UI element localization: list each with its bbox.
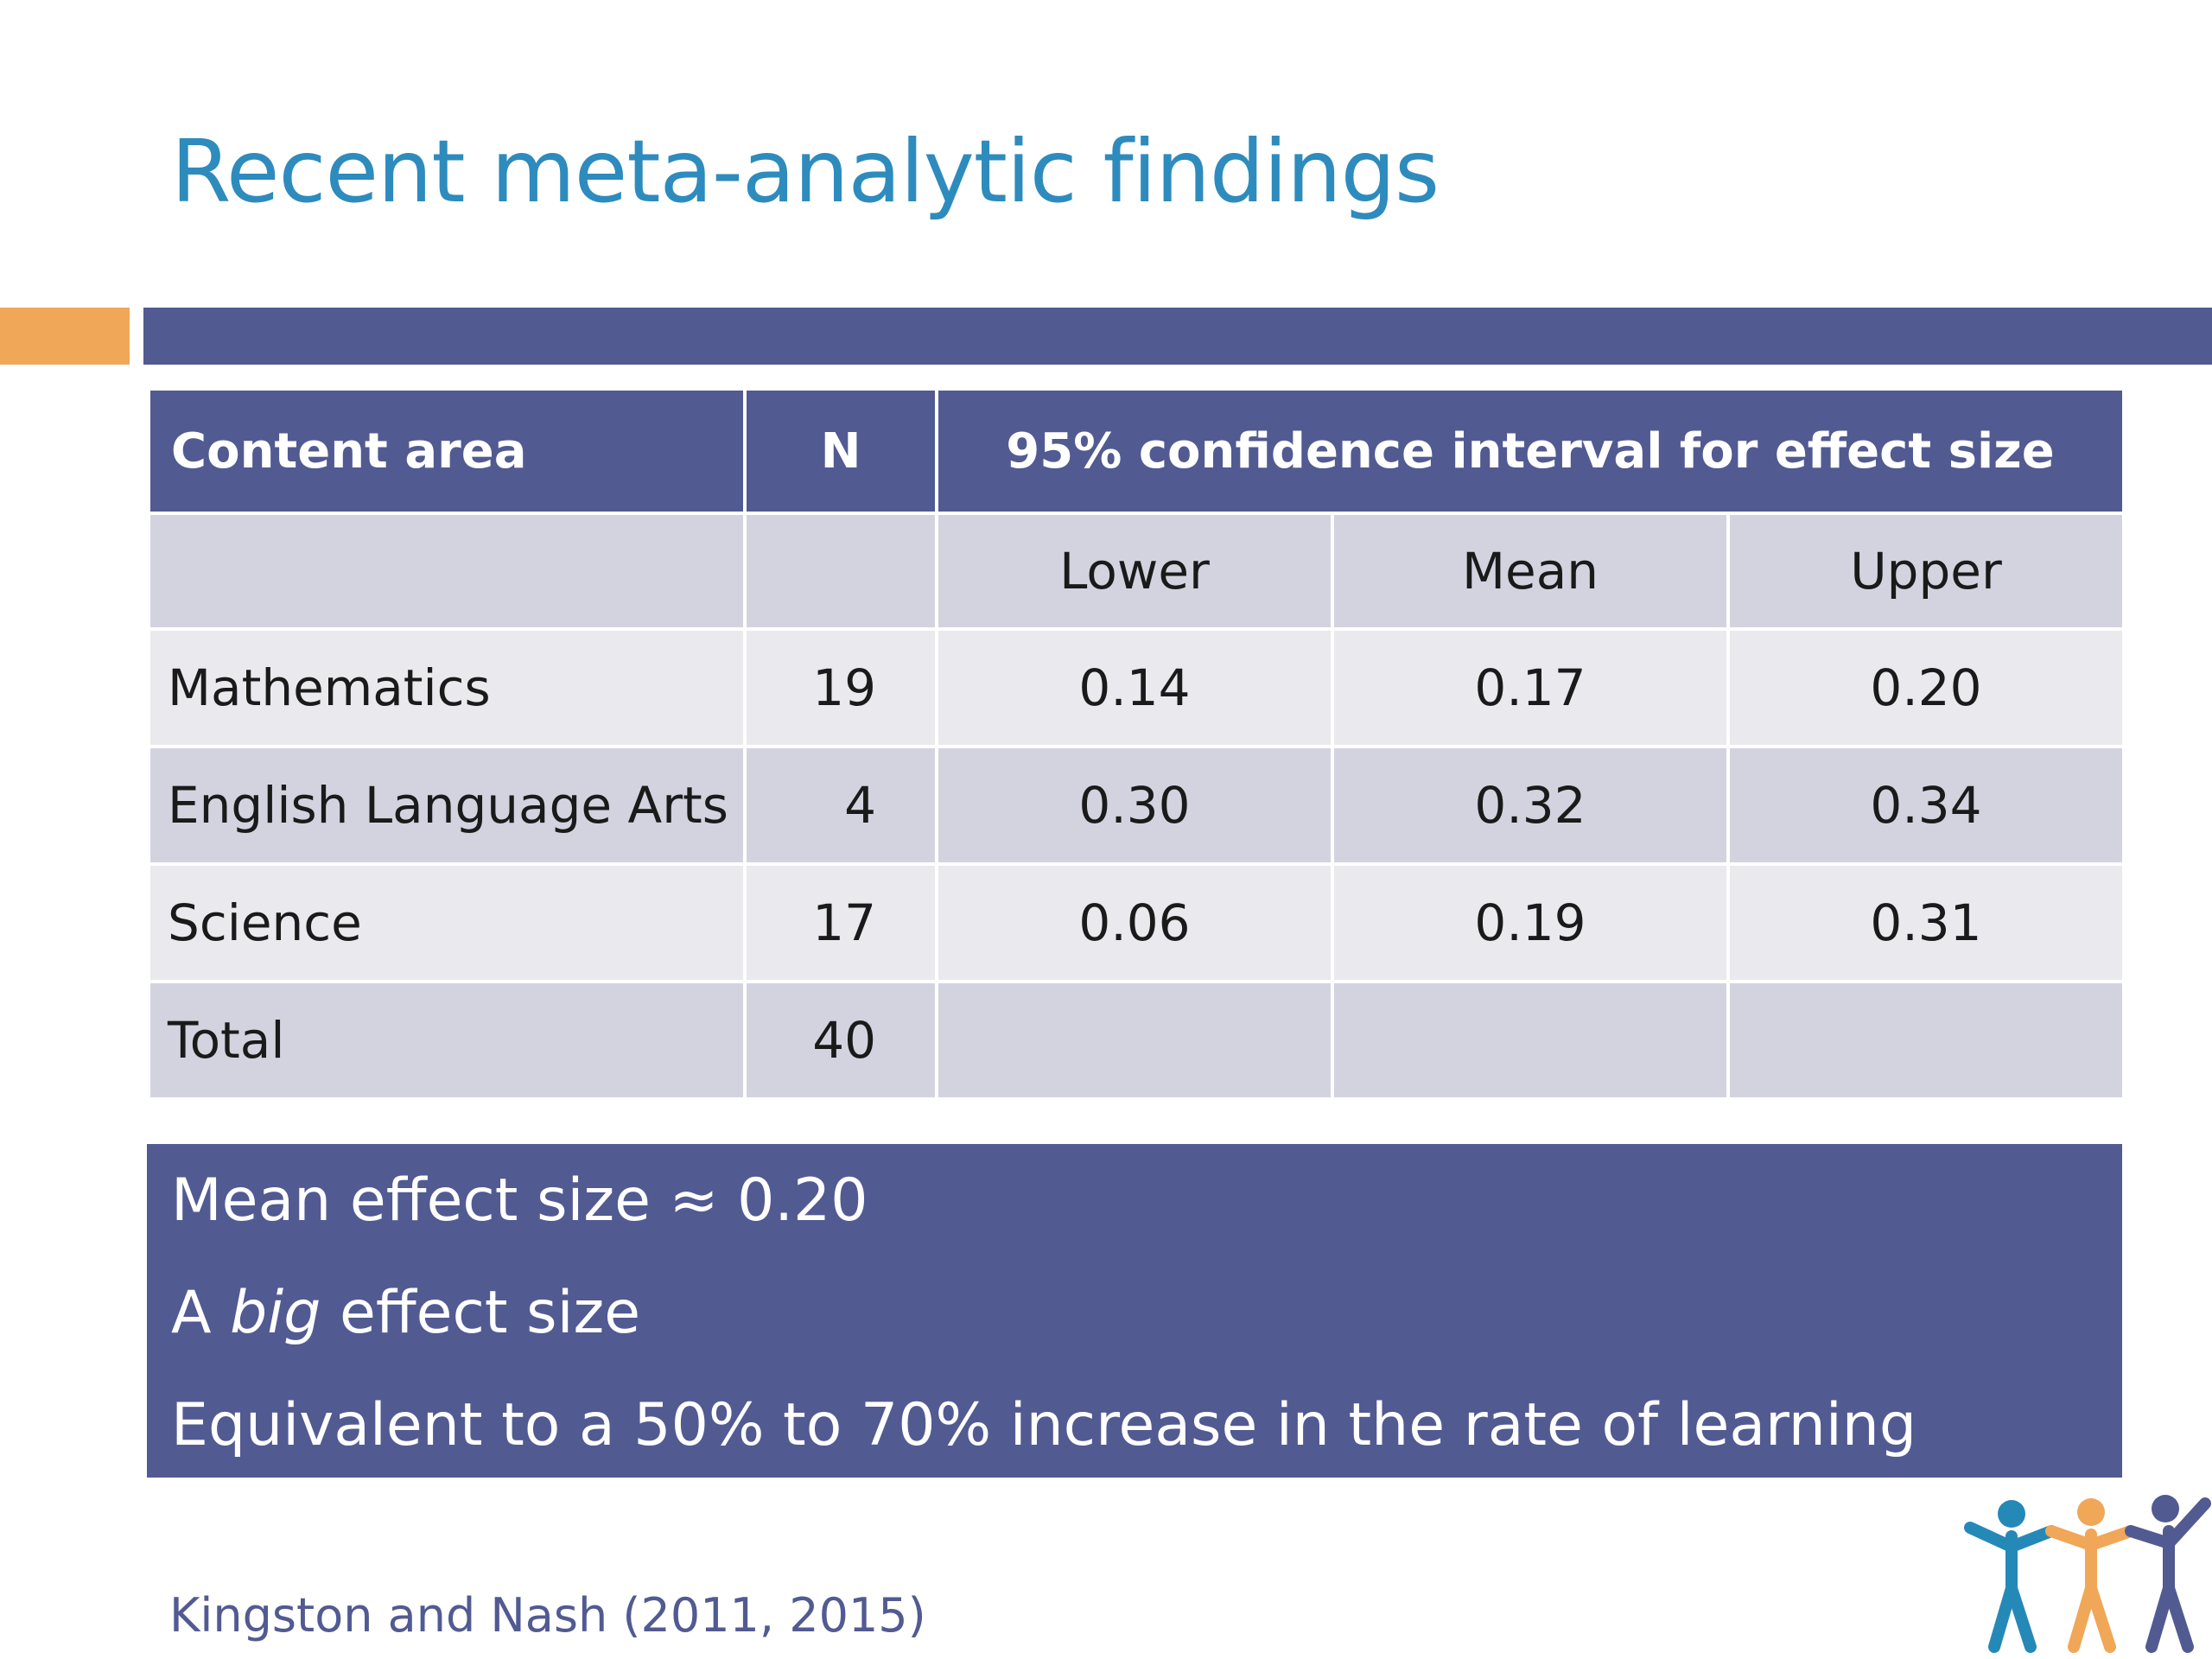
subheader-empty [743, 512, 938, 631]
summary-equivalence: Equivalent to a 50% to 70% increase in t… [171, 1391, 1917, 1459]
table-header-row: Content area N 95% confidence interval f… [147, 387, 2126, 515]
slide-title: Recent meta-analytic findings [171, 121, 1440, 222]
table-row: English Language Arts 4 0.30 0.32 0.34 [147, 745, 2126, 866]
cell-lower: 0.06 [935, 862, 1334, 983]
cell-n: 17 [743, 862, 938, 983]
summary-mean-effect: Mean effect size ≈ 0.20 [171, 1166, 868, 1235]
accent-orange-block [0, 308, 130, 365]
cell-mean: 0.17 [1331, 627, 1730, 748]
cell-lower: 0.14 [935, 627, 1334, 748]
citation: Kingston and Nash (2011, 2015) [169, 1588, 926, 1643]
cell-mean: 0.19 [1331, 862, 1730, 983]
cell-area: Science [147, 862, 747, 983]
summary-big-effect: A big effect size [171, 1279, 640, 1347]
cell-area: Mathematics [147, 627, 747, 748]
table-subheader-row: Lower Mean Upper [147, 512, 2126, 631]
cell-area: English Language Arts [147, 745, 747, 866]
cell-n: 19 [743, 627, 938, 748]
subheader-mean: Mean [1331, 512, 1730, 631]
accent-header-bar [143, 308, 2212, 365]
cell-area: Total [147, 980, 747, 1101]
header-n: N [743, 387, 938, 515]
cell-lower: 0.30 [935, 745, 1334, 866]
cell-mean: 0.32 [1331, 745, 1730, 866]
subheader-upper: Upper [1726, 512, 2126, 631]
subheader-lower: Lower [935, 512, 1334, 631]
three-people-icon [1964, 1495, 2211, 1653]
table-row: Total 40 [147, 980, 2126, 1101]
cell-upper: 0.34 [1726, 745, 2126, 866]
table-row: Science 17 0.06 0.19 0.31 [147, 862, 2126, 983]
cell-n: 40 [743, 980, 938, 1101]
table-row: Mathematics 19 0.14 0.17 0.20 [147, 627, 2126, 748]
subheader-empty [147, 512, 747, 631]
summary-big-suffix: effect size [321, 1279, 641, 1347]
summary-big-prefix: A [171, 1279, 231, 1347]
cell-mean [1331, 980, 1730, 1101]
cell-upper [1726, 980, 2126, 1101]
findings-table: Content area N 95% confidence interval f… [147, 387, 2126, 1101]
summary-big-emphasis: big [230, 1279, 321, 1347]
cell-upper: 0.31 [1726, 862, 2126, 983]
cell-n: 4 [743, 745, 938, 866]
cell-upper: 0.20 [1726, 627, 2126, 748]
header-confidence-interval: 95% confidence interval for effect size [935, 387, 2126, 515]
header-content-area: Content area [147, 387, 747, 515]
cell-lower [935, 980, 1334, 1101]
summary-box: Mean effect size ≈ 0.20 A big effect siz… [147, 1144, 2122, 1478]
